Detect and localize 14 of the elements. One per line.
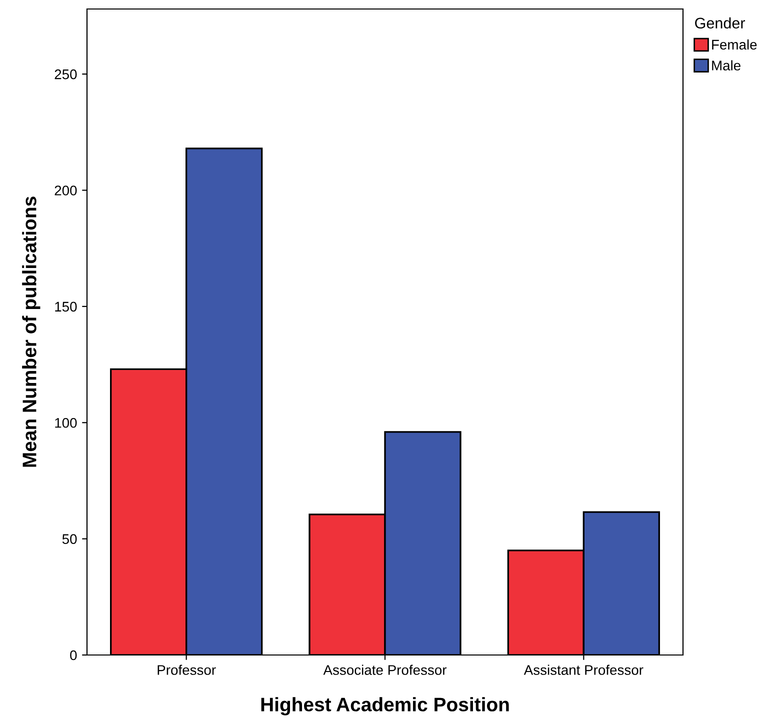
y-tick-label: 0: [70, 650, 77, 660]
x-axis-title: Highest Academic Position: [261, 697, 509, 716]
y-tick-label: 150: [55, 302, 77, 312]
y-tick-label: 100: [55, 418, 77, 428]
legend-title: Gender: [695, 17, 746, 29]
x-tick-label: Assistant Professor: [524, 664, 644, 675]
x-tick-label: Professor: [158, 664, 216, 675]
y-tick-label: 250: [54, 69, 77, 80]
y-axis-title: Mean Number of publications: [22, 196, 40, 467]
legend-label: Male: [712, 60, 740, 70]
x-tick-label: Associate Professor: [323, 664, 447, 675]
y-tick-label: 50: [62, 534, 77, 544]
legend-label: Female: [712, 39, 757, 50]
y-tick-label: 200: [54, 186, 77, 196]
